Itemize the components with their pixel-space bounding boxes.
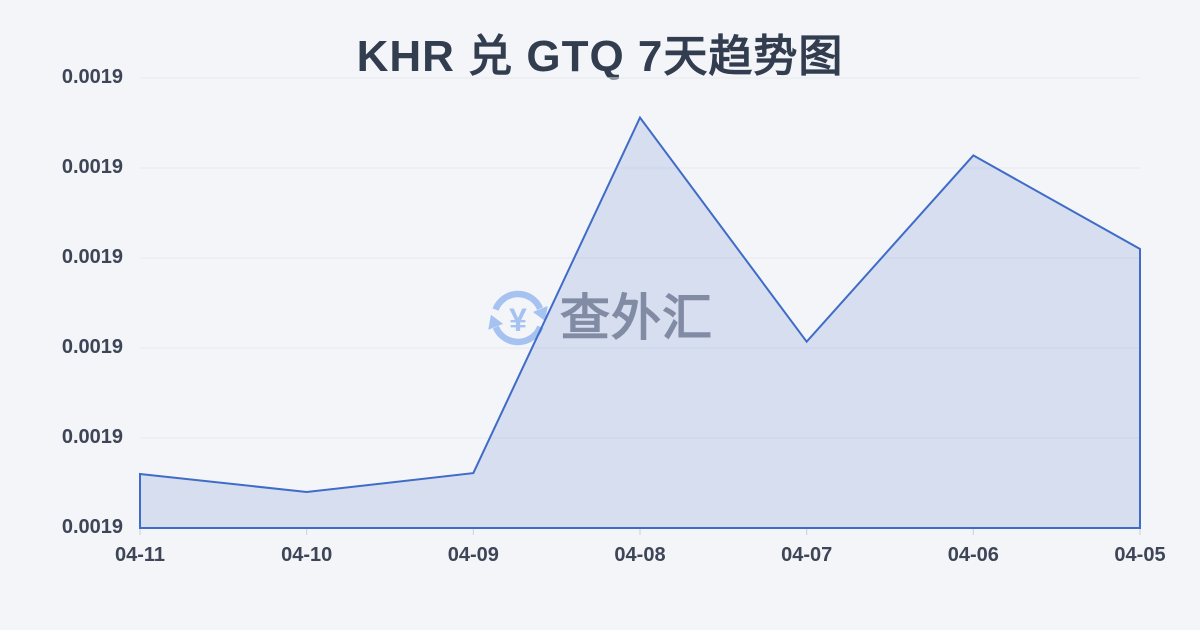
x-axis-tick-label: 04-09 [447, 544, 499, 566]
chart-title: KHR 兑 GTQ 7天趋势图 [356, 32, 844, 81]
watermark-text: 查外汇 [560, 285, 713, 351]
x-axis-tick-label: 04-08 [614, 544, 666, 566]
x-axis-tick-label: 04-05 [1114, 544, 1166, 566]
y-axis-tick-label: 0.0019 [61, 156, 123, 178]
trend-area [139, 115, 1141, 529]
watermark: ¥ 查外汇 [486, 285, 713, 351]
yen-glyph: ¥ [509, 302, 527, 338]
y-axis-tick-label: 0.0019 [61, 246, 123, 268]
trend-area-group [139, 115, 1141, 529]
x-axis-tick-label: 04-07 [781, 544, 833, 566]
y-axis-tick-label: 0.0019 [61, 66, 123, 88]
x-axis-tick-label: 04-10 [281, 544, 333, 566]
currency-exchange-icon: ¥ [488, 290, 548, 346]
y-axis-tick-label: 0.0019 [61, 426, 123, 448]
x-axis-ticks [139, 529, 1141, 535]
y-axis-tick-label: 0.0019 [61, 336, 123, 358]
x-axis-tick-label: 04-06 [947, 544, 999, 566]
y-axis-tick-label: 0.0019 [61, 516, 123, 538]
x-axis-tick-label: 04-11 [114, 544, 166, 566]
